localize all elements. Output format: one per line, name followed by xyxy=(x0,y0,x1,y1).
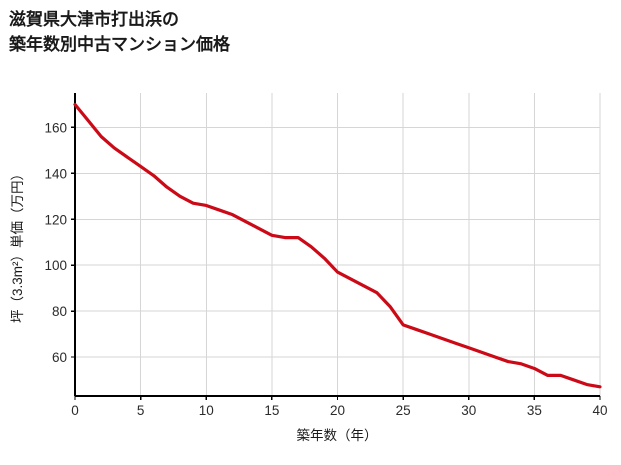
x-tick-label: 25 xyxy=(396,403,411,418)
x-tick-label: 30 xyxy=(461,403,476,418)
x-tick-label: 15 xyxy=(264,403,279,418)
x-tick-label: 0 xyxy=(71,403,79,418)
x-tick-label: 40 xyxy=(592,403,607,418)
x-tick-label: 20 xyxy=(330,403,345,418)
x-axis-title: 築年数（年） xyxy=(297,428,378,443)
gridlines-group xyxy=(75,93,601,396)
y-tick-label: 80 xyxy=(52,304,67,319)
y-tick-label: 140 xyxy=(44,166,67,181)
y-tick-label: 120 xyxy=(44,212,67,227)
x-tick-label: 5 xyxy=(137,403,145,418)
data-series-line xyxy=(73,102,602,389)
y-axis-title: 坪（3.3m²）単価（万円） xyxy=(10,167,25,323)
x-tick-label: 10 xyxy=(199,403,214,418)
chart-title-text: 滋賀県大津市打出浜の 築年数別中古マンション価格 xyxy=(9,10,230,54)
y-tick-label: 100 xyxy=(44,258,67,273)
y-tick-label: 160 xyxy=(44,120,67,135)
y-axis-ticks: 60 80 100 120 140 160 xyxy=(44,120,75,365)
page-title: 滋賀県大津市打出浜の 築年数別中古マンション価格 xyxy=(9,8,429,57)
y-tick-label: 60 xyxy=(52,350,67,365)
x-axis-ticks: 0 5 10 15 20 25 30 35 40 xyxy=(71,396,608,418)
axis-spines xyxy=(73,93,600,398)
x-tick-label: 35 xyxy=(527,403,542,418)
